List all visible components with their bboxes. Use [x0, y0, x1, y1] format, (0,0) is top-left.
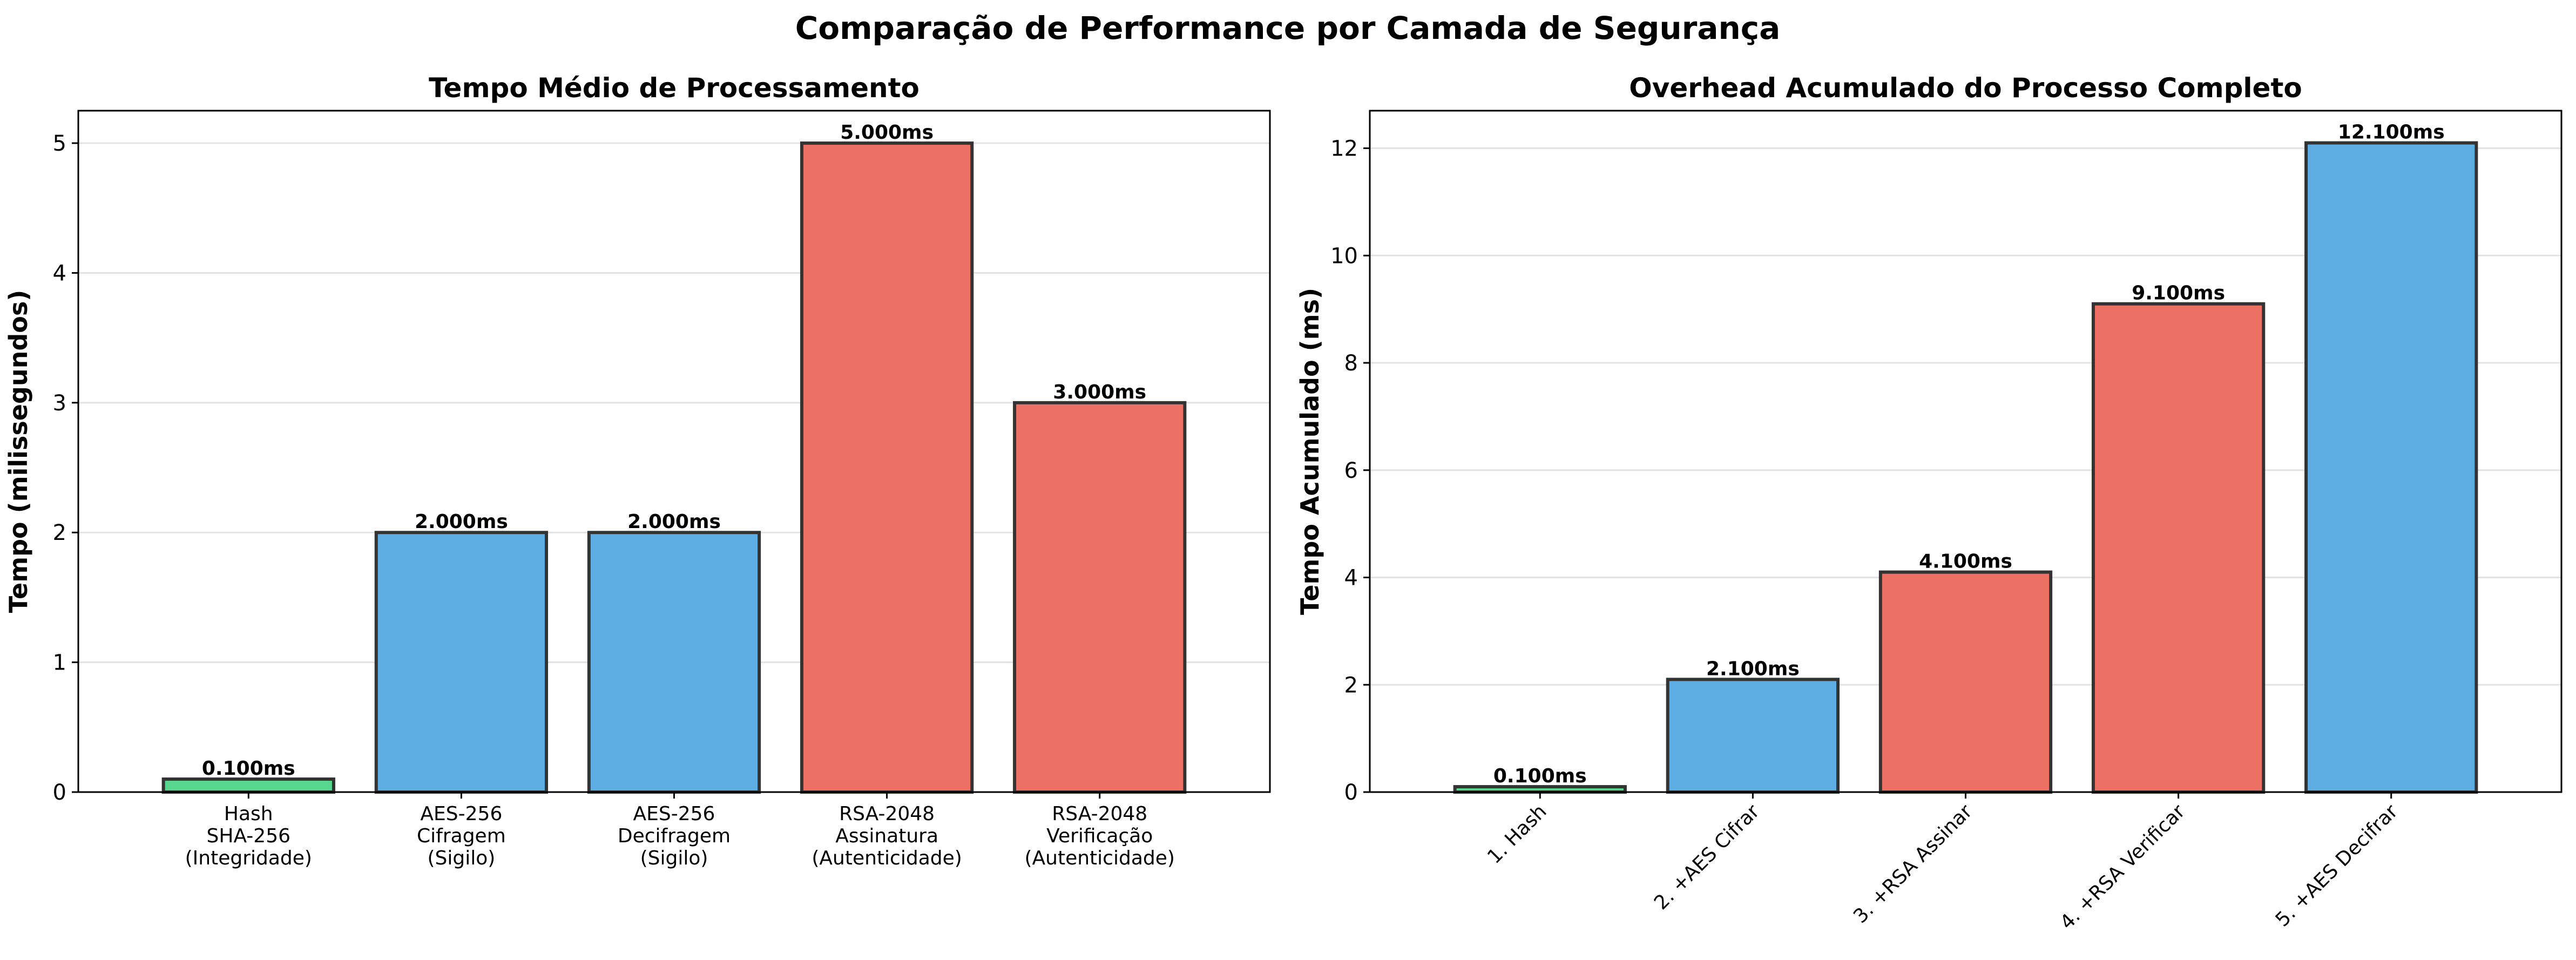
y-axis-label: Tempo Acumulado (ms): [1295, 288, 1324, 615]
y-tick-label: 8: [1344, 351, 1358, 376]
x-tick-label: 1. Hash: [1483, 800, 1551, 868]
x-tick-label: 2. +AES Cifrar: [1650, 800, 1764, 914]
x-tick-label: AES-256 Cifragem (Sigilo): [417, 803, 506, 869]
bar-5-aes-decifrar: [2304, 141, 2478, 794]
chart-panel-average-time: Tempo Médio de Processamento Tempo (mili…: [4, 72, 1271, 869]
data-label-aes-256-cifragem-sigilo: 2.000ms: [415, 511, 508, 533]
data-label-hash-sha-256-integridade: 0.100ms: [202, 758, 295, 780]
y-tick-label: 4: [1344, 566, 1358, 591]
y-tick-label: 0: [53, 780, 66, 805]
bar-rsa-2048-verificacao-autenticidade: [1013, 401, 1187, 794]
bar-series: 0.100ms 2.100ms 4.100ms 9.100ms 12.100ms: [1453, 121, 2478, 794]
y-axis-ticks: 0 2 4 6 8 10 12: [1330, 137, 1370, 805]
bar-3-rsa-assinar: [1878, 570, 2053, 794]
bar-series: 0.100ms 2.000ms 2.000ms 5.000ms 3.000ms: [161, 121, 1187, 794]
data-label-4-rsa-verificar: 9.100ms: [2132, 282, 2225, 305]
y-tick-label: 10: [1330, 244, 1358, 268]
chart-panel-cumulative-overhead: Overhead Acumulado do Processo Completo …: [1295, 72, 2563, 934]
data-label-1-hash: 0.100ms: [1493, 765, 1587, 787]
x-tick-label: 4. +RSA Verificar: [2056, 800, 2189, 934]
data-label-5-aes-decifrar: 12.100ms: [2338, 121, 2445, 144]
bar-aes-256-decifragem-sigilo: [587, 531, 761, 794]
bar-4-rsa-verificar: [2091, 302, 2266, 794]
y-axis-ticks: 0 1 2 3 4 5: [53, 131, 78, 805]
x-axis-ticks: 1. Hash 2. +AES Cifrar 3. +RSA Assinar 4. +…: [1483, 792, 2402, 934]
data-label-rsa-2048-verificacao-autenticidade: 3.000ms: [1053, 381, 1146, 403]
x-tick-label: RSA-2048 Verificação (Autenticidade): [1024, 803, 1174, 869]
data-label-3-rsa-assinar: 4.100ms: [1919, 551, 2012, 573]
y-tick-label: 4: [53, 261, 66, 286]
x-axis-ticks: Hash SHA-256 (Integridade) AES-256 Cifragem(…: [185, 792, 1175, 869]
bar-aes-256-cifragem-sigilo: [374, 531, 549, 794]
y-axis-label: Tempo (milissegundos): [4, 290, 33, 613]
chart-title: Tempo Médio de Processamento: [429, 72, 919, 104]
y-tick-label: 3: [53, 391, 66, 416]
y-tick-label: 2: [1344, 673, 1358, 698]
x-tick-label: 5. +AES Decifrar: [2271, 800, 2402, 931]
bar-rsa-2048-assinatura-autenticidade: [800, 141, 974, 794]
chart-title: Overhead Acumulado do Processo Completo: [1629, 72, 2302, 104]
figure-title: Comparação de Performance por Camada de …: [795, 10, 1781, 46]
y-tick-label: 1: [53, 651, 66, 675]
x-tick-label: 3. +RSA Assinar: [1849, 800, 1977, 928]
x-tick-label: RSA-2048 Assinatura (Autenticidade): [812, 803, 962, 869]
data-label-aes-256-decifragem-sigilo: 2.000ms: [627, 511, 721, 533]
y-tick-label: 5: [53, 131, 66, 156]
y-tick-label: 0: [1344, 780, 1358, 805]
data-label-2-aes-cifrar: 2.100ms: [1706, 658, 1800, 680]
y-tick-label: 6: [1344, 458, 1358, 483]
x-tick-label: Hash SHA-256 (Integridade): [185, 803, 312, 869]
data-label-rsa-2048-assinatura-autenticidade: 5.000ms: [840, 121, 934, 144]
y-tick-label: 12: [1330, 137, 1358, 161]
bar-2-aes-cifrar: [1666, 678, 1840, 794]
bar-hash-sha-256-integridade: [161, 777, 335, 794]
y-tick-label: 2: [53, 520, 66, 545]
x-tick-label: AES-256 Decifragem (Sigilo): [618, 803, 731, 869]
